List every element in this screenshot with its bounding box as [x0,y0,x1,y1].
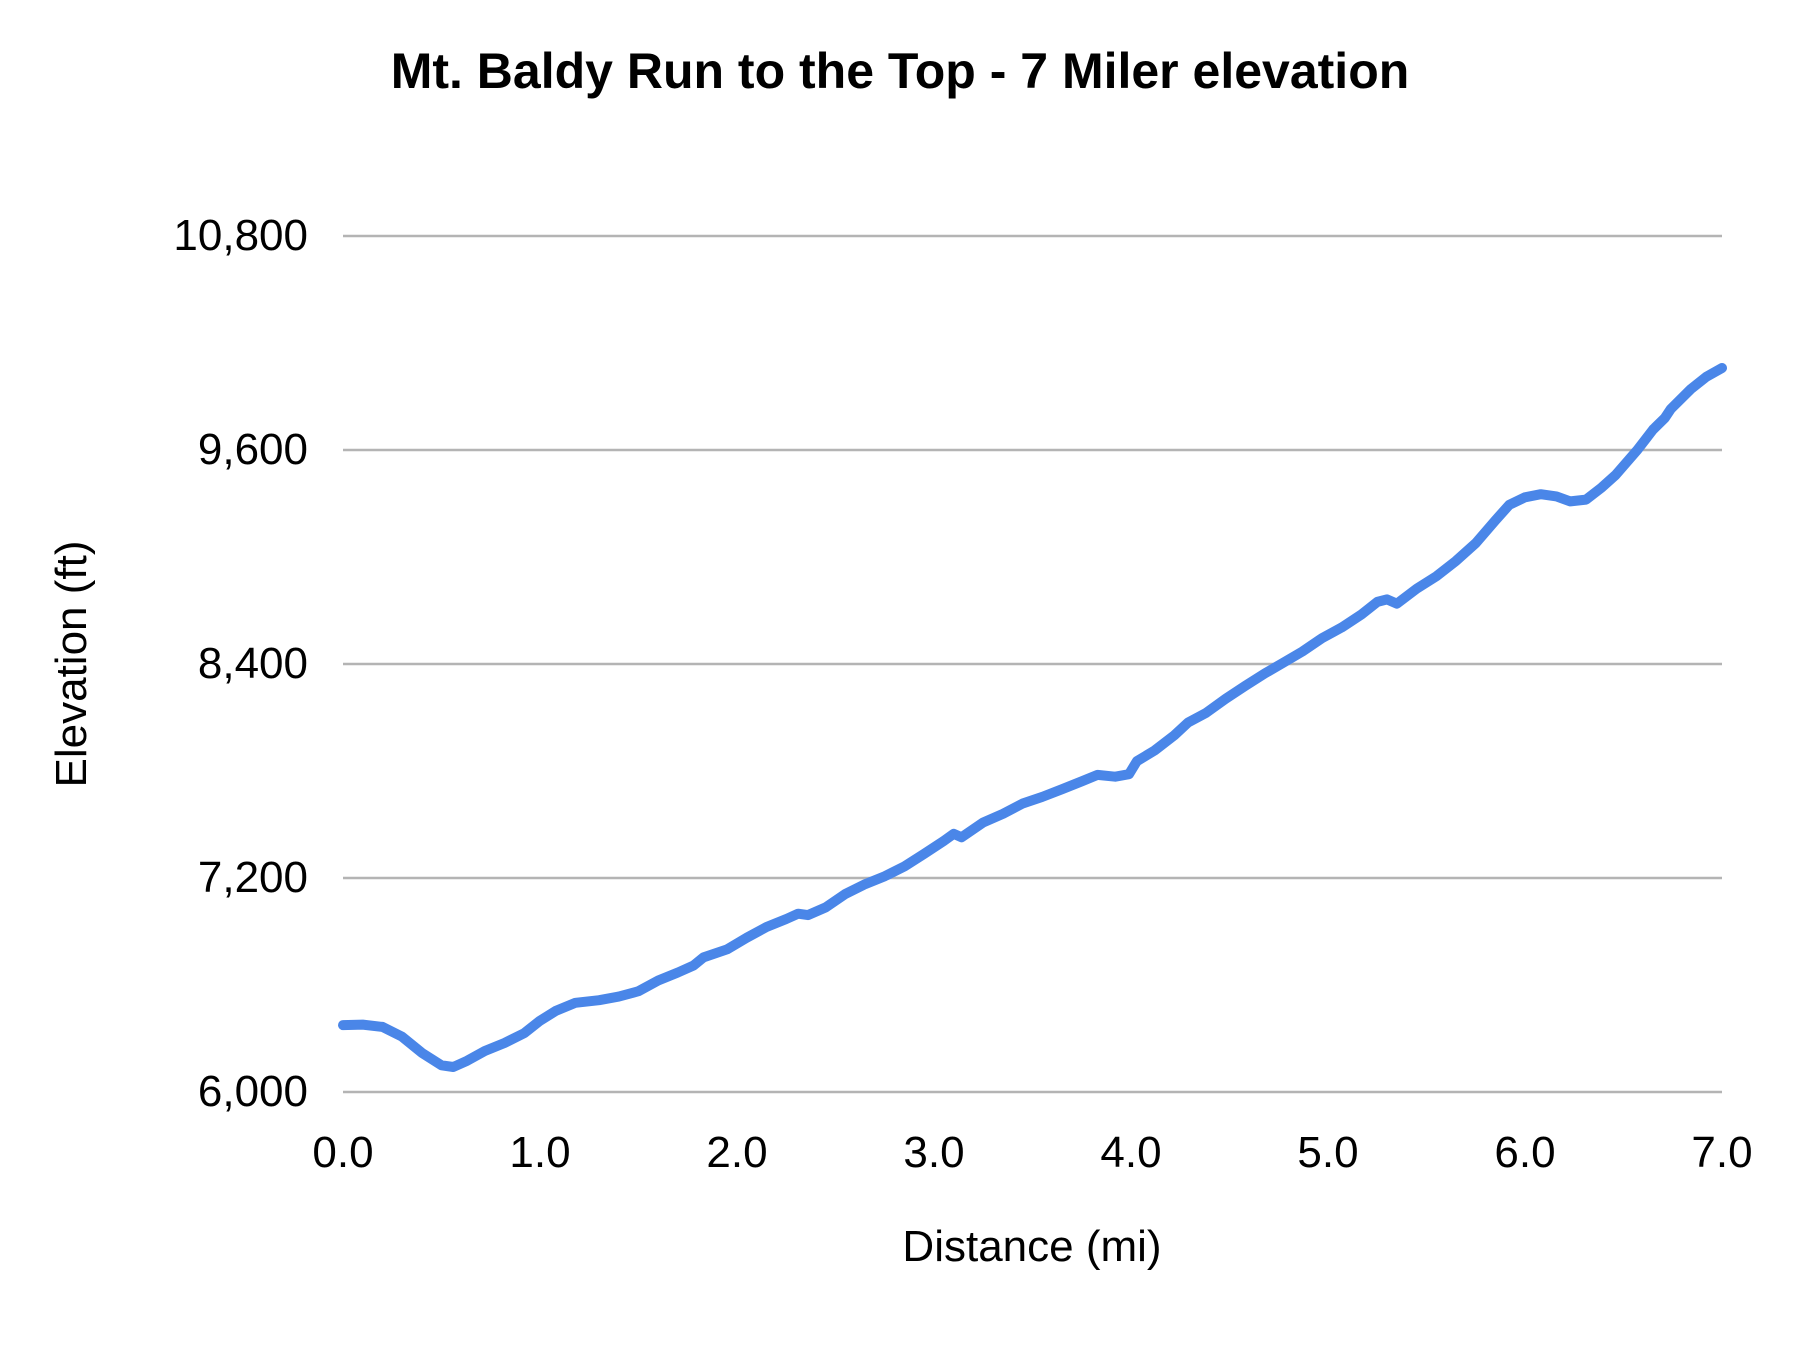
gridlines [343,234,1722,1094]
y-tick-label: 8,400 [197,639,308,688]
y-tick-label: 9,600 [197,425,308,474]
x-axis-title: Distance (mi) [902,1222,1162,1271]
x-tick-label: 5.0 [1297,1128,1359,1177]
x-tick-label: 0.0 [312,1128,374,1177]
y-tick-label: 10,800 [173,211,308,260]
x-tick-label: 7.0 [1691,1128,1753,1177]
x-tick-label: 1.0 [509,1128,571,1177]
y-tick-label: 6,000 [197,1067,308,1116]
chart-title: Mt. Baldy Run to the Top - 7 Miler eleva… [390,43,1410,99]
y-tick-label: 7,200 [197,853,308,902]
elevation-line [338,363,1727,1072]
x-tick-label: 6.0 [1494,1128,1556,1177]
x-tick-label: 4.0 [1100,1128,1162,1177]
x-tick-label: 2.0 [706,1128,768,1177]
x-tick-label: 3.0 [903,1128,965,1177]
